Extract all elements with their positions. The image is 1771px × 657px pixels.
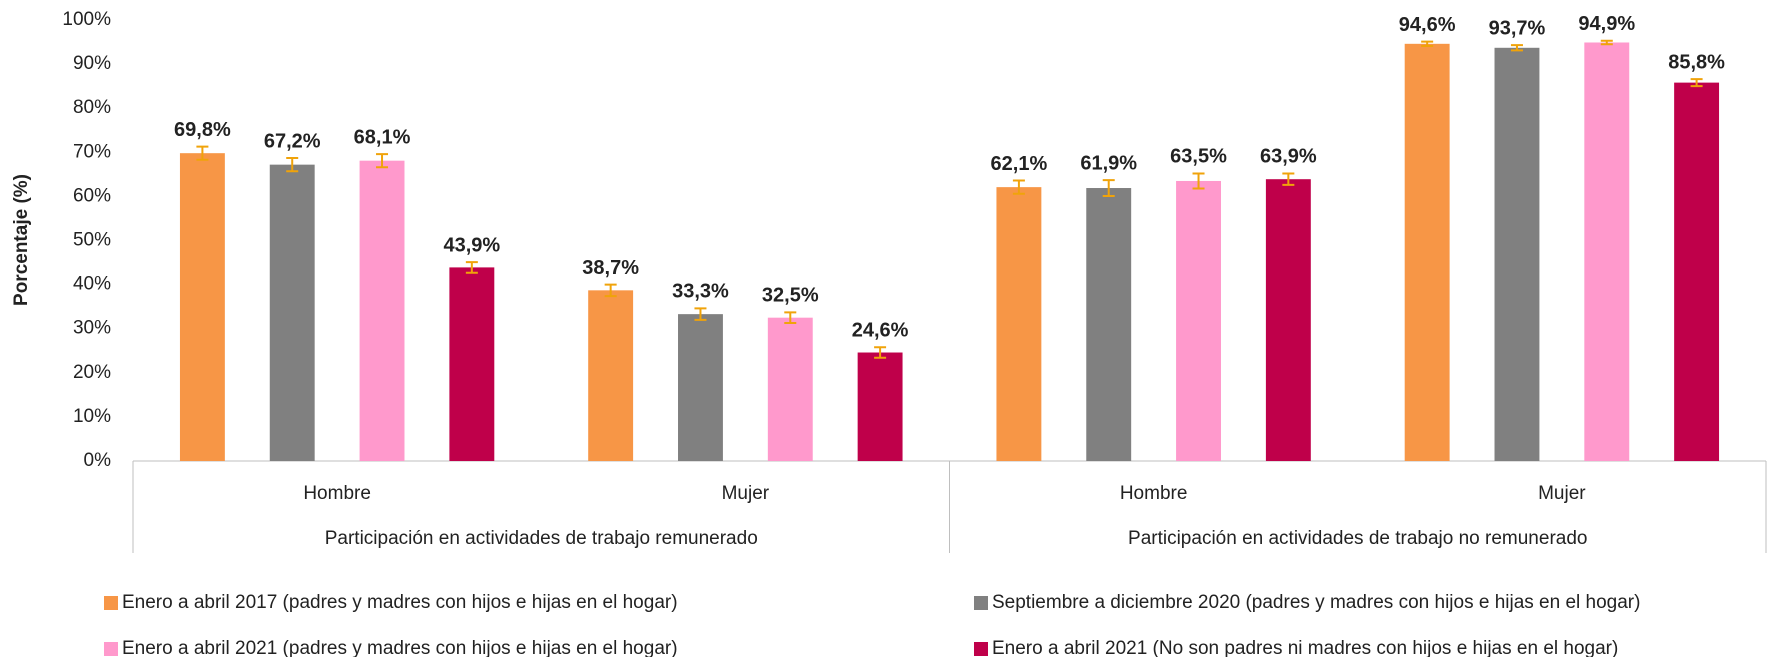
x-tick-label: Mujer <box>1538 483 1586 504</box>
error-bar <box>604 283 617 298</box>
error-bar <box>784 311 797 324</box>
bar <box>1584 42 1630 462</box>
y-tick-label: 80% <box>73 97 111 118</box>
error-bar <box>1012 179 1025 195</box>
value-label: 94,9% <box>1578 13 1635 35</box>
legend-swatch <box>104 596 118 610</box>
error-bar <box>694 307 707 321</box>
error-bar <box>1421 40 1434 48</box>
y-tick-label: 100% <box>62 9 111 30</box>
error-bar <box>874 346 887 359</box>
value-label: 61,9% <box>1080 152 1137 174</box>
error-bar <box>1510 44 1523 52</box>
x-tick-label: Mujer <box>722 483 770 504</box>
y-tick-label: 60% <box>73 185 111 206</box>
bar <box>1265 179 1311 462</box>
value-label: 38,7% <box>582 257 639 279</box>
group-label: Participación en actividades de trabajo … <box>325 528 758 549</box>
bar <box>588 290 634 461</box>
legend-swatch <box>974 596 988 610</box>
error-bar <box>196 145 209 161</box>
bar <box>678 314 723 461</box>
value-label: 43,9% <box>443 234 500 256</box>
error-bar <box>376 153 389 169</box>
bar <box>1494 47 1540 462</box>
y-tick-label: 20% <box>73 362 111 383</box>
value-label: 63,9% <box>1260 146 1317 168</box>
legend-label: Septiembre a diciembre 2020 (padres y ma… <box>992 592 1640 613</box>
bar <box>1404 43 1450 462</box>
y-tick-label: 50% <box>73 230 111 251</box>
bar <box>857 352 903 461</box>
value-label: 68,1% <box>354 126 411 148</box>
error-bar <box>1690 78 1703 88</box>
y-tick-label: 0% <box>84 450 112 471</box>
y-tick-label: 30% <box>73 318 111 339</box>
error-bar <box>1600 39 1613 46</box>
value-label: 24,6% <box>852 320 909 342</box>
bar <box>1176 180 1221 461</box>
value-label: 67,2% <box>264 130 321 152</box>
error-bar <box>286 157 299 173</box>
value-label: 32,5% <box>762 285 819 307</box>
bar <box>269 164 315 461</box>
bar <box>449 267 495 461</box>
error-bar <box>1102 179 1115 197</box>
value-label: 94,6% <box>1399 14 1456 36</box>
value-label: 93,7% <box>1489 17 1546 39</box>
legend-label: Enero a abril 2017 (padres y madres con … <box>122 592 678 613</box>
legend-label: Enero a abril 2021 (padres y madres con … <box>122 638 678 657</box>
bar <box>1086 188 1132 461</box>
y-tick-label: 90% <box>73 53 111 74</box>
legend-label: Enero a abril 2021 (No son padres ni mad… <box>992 638 1618 657</box>
y-axis-title: Porcentaje (%) <box>11 174 32 306</box>
bar <box>179 153 225 461</box>
group-label: Participación en actividades de trabajo … <box>1128 528 1587 549</box>
bar <box>996 187 1042 461</box>
x-tick-label: Hombre <box>303 483 371 504</box>
value-label: 69,8% <box>174 119 231 141</box>
legend-swatch <box>974 642 988 656</box>
value-label: 85,8% <box>1668 51 1725 73</box>
error-bar <box>465 261 478 274</box>
bar <box>767 317 813 461</box>
bar <box>1674 82 1720 461</box>
value-label: 33,3% <box>672 281 729 303</box>
legend-swatch <box>104 642 118 656</box>
error-bar <box>1192 172 1205 190</box>
value-label: 62,1% <box>991 153 1048 175</box>
y-tick-label: 40% <box>73 274 111 295</box>
y-tick-label: 70% <box>73 141 111 162</box>
bar <box>359 160 405 461</box>
value-label: 63,5% <box>1170 146 1227 168</box>
y-tick-label: 10% <box>73 406 111 427</box>
error-bar <box>1282 172 1295 186</box>
x-tick-label: Hombre <box>1120 483 1188 504</box>
